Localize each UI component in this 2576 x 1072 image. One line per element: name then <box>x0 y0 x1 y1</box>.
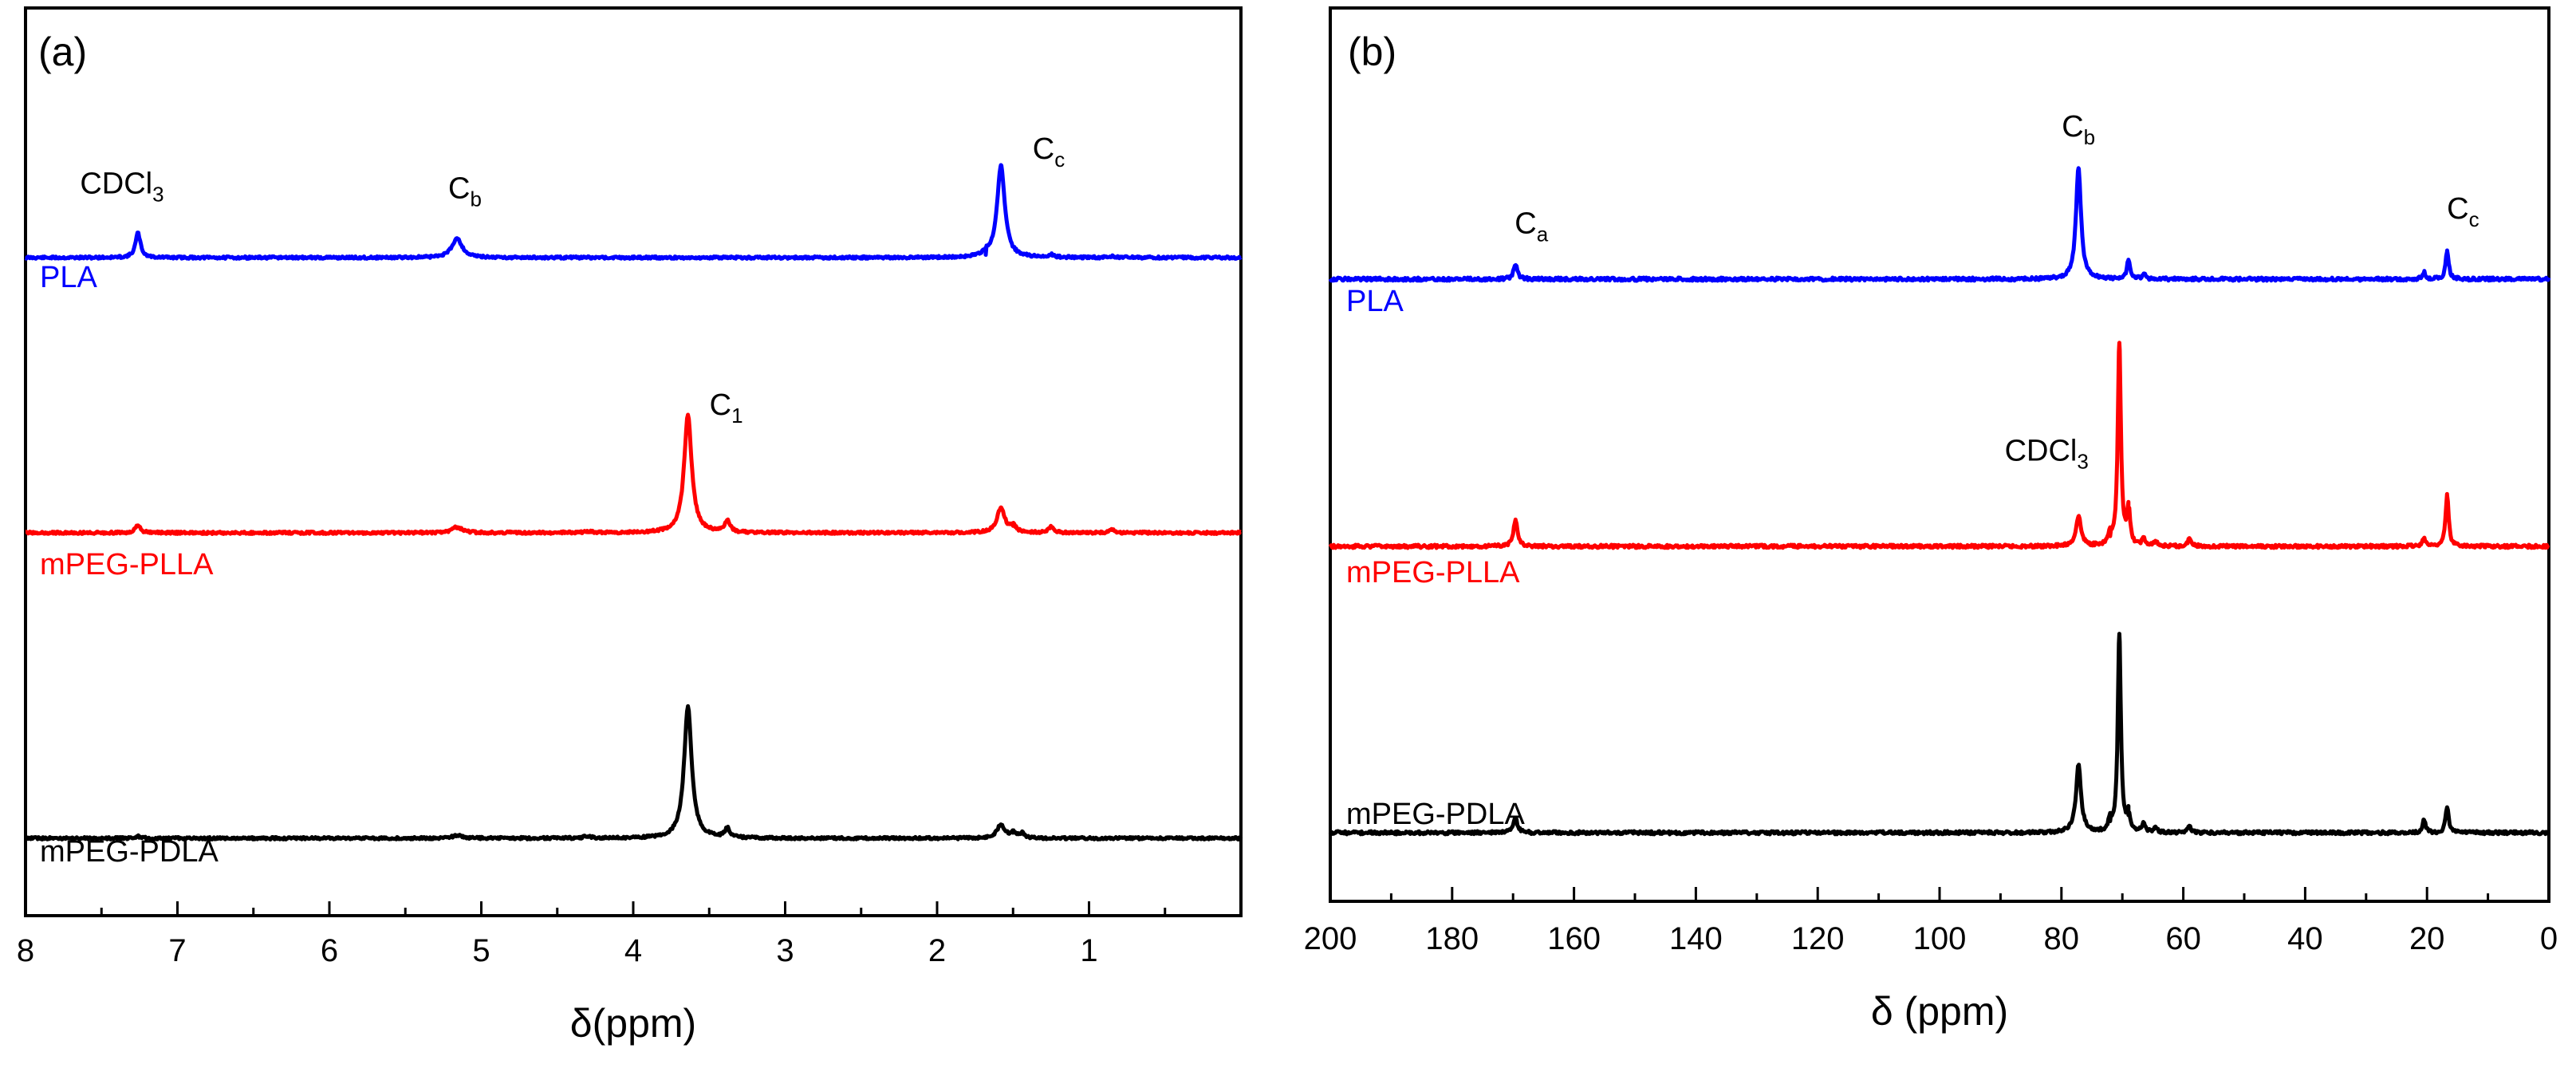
series-line-pla <box>1328 166 2551 283</box>
x-axis-title: δ(ppm) <box>570 1001 696 1046</box>
x-tick-label: 0 <box>2540 921 2558 956</box>
x-tick-label: 100 <box>1913 921 1967 956</box>
x-tick-label: 160 <box>1547 921 1601 956</box>
x-tick-label: 200 <box>1304 921 1357 956</box>
x-tick-label: 120 <box>1791 921 1845 956</box>
series-label: PLA <box>40 261 97 294</box>
x-tick-label: 140 <box>1669 921 1723 956</box>
x-tick-label: 5 <box>472 933 490 968</box>
peak-annotation: C1 <box>710 388 743 428</box>
plot-frame <box>1329 6 2550 903</box>
x-tick-label: 80 <box>2044 921 2080 956</box>
series-label: PLA <box>1346 285 1404 318</box>
x-tick-label: 6 <box>321 933 338 968</box>
series-line-pla <box>24 163 1243 261</box>
x-tick-label: 4 <box>624 933 642 968</box>
peak-annotation: Cc <box>1033 132 1065 171</box>
plot-frame <box>24 6 1243 917</box>
series-line-mpeg-pdla <box>1328 632 2550 837</box>
peak-annotation: CDCl3 <box>2005 434 2089 473</box>
peak-annotation: Cc <box>2447 192 2479 231</box>
x-axis-title: δ (ppm) <box>1871 989 2008 1034</box>
panel-label: (a) <box>38 30 87 74</box>
x-tick-label: 7 <box>168 933 186 968</box>
series-label: mPEG-PLLA <box>1346 556 1520 589</box>
peak-annotation: Cb <box>448 172 482 211</box>
peak-annotation: Ca <box>1514 207 1548 246</box>
x-tick-label: 1 <box>1080 933 1097 968</box>
series-line-mpeg-plla <box>24 412 1243 536</box>
x-tick-label: 180 <box>1425 921 1479 956</box>
series-label: mPEG-PDLA <box>40 835 219 869</box>
series-line-mpeg-plla <box>1328 341 2550 550</box>
peak-annotation: Cb <box>2062 110 2095 149</box>
series-label: mPEG-PDLA <box>1346 798 1525 831</box>
series-line-mpeg-pdla <box>24 704 1243 841</box>
series-label: mPEG-PLLA <box>40 548 214 581</box>
x-tick-label: 2 <box>928 933 946 968</box>
panel-label: (b) <box>1348 30 1396 74</box>
panel-a-1h-nmr: (a) 8 7 6 5 4 3 2 1 δ(ppm) PLA CDCl3 Cb Cc mPEG-PLLA C1… <box>17 6 1243 1046</box>
x-tick-label: 60 <box>2165 921 2201 956</box>
panel-b-13c-nmr: (b)200 180 160 140 120 100 80 60 40 20 0δ (ppm)PLA… <box>1304 6 2558 1034</box>
x-tick-label: 3 <box>776 933 794 968</box>
x-tick-label: 20 <box>2409 921 2445 956</box>
peak-annotation: CDCl3 <box>80 167 163 206</box>
x-tick-label: 40 <box>2287 921 2323 956</box>
x-tick-label: 8 <box>17 933 34 968</box>
